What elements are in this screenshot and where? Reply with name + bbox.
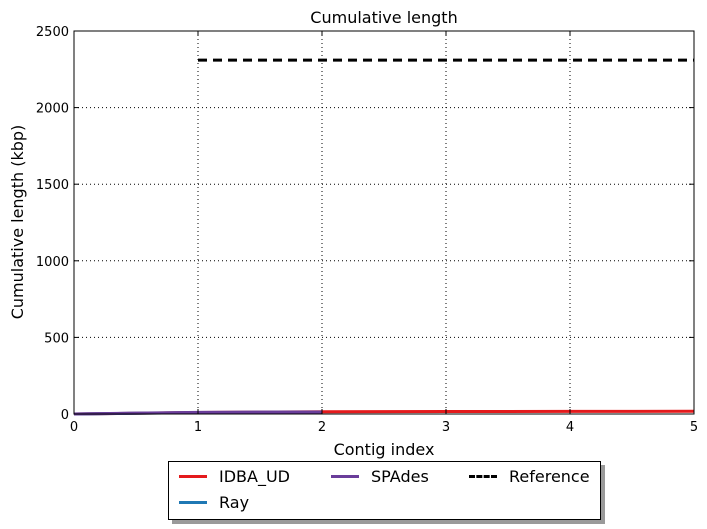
- legend-label-idba-ud: IDBA_UD: [219, 467, 290, 486]
- legend: IDBA_UD Ray SPAdes Reference: [168, 461, 601, 520]
- x-tick-label: 0: [70, 420, 78, 435]
- y-axis-label: Cumulative length (kbp): [8, 125, 27, 320]
- y-tick-label: 2500: [36, 25, 69, 40]
- y-tick-label: 1000: [36, 255, 69, 270]
- grid-lines: [74, 31, 694, 414]
- y-tick-label: 1500: [36, 178, 69, 193]
- x-tick-label: 5: [690, 420, 698, 435]
- legend-swatch-spades: [331, 475, 359, 478]
- x-tick-label: 2: [318, 420, 326, 435]
- y-tick-label: 0: [61, 408, 69, 423]
- x-tick-label: 3: [442, 420, 450, 435]
- y-tick-label: 2000: [36, 102, 69, 117]
- x-axis-label: Contig index: [334, 440, 435, 459]
- chart-title: Cumulative length: [310, 8, 457, 27]
- legend-label-reference: Reference: [509, 467, 590, 486]
- legend-swatch-ray: [179, 501, 207, 504]
- y-tick-label: 500: [44, 331, 69, 346]
- axis-ticks: 0 1 2 3 4 5 0 500 1000 1500 2000 2500: [36, 25, 698, 435]
- legend-swatch-idba-ud: [179, 475, 207, 478]
- legend-item-reference: Reference: [469, 467, 590, 486]
- data-series: [73, 58, 695, 416]
- legend-label-ray: Ray: [219, 493, 250, 512]
- plot-area-frame: [73, 30, 695, 415]
- x-tick-label: 1: [194, 420, 202, 435]
- legend-item-spades: SPAdes: [331, 467, 429, 486]
- legend-label-spades: SPAdes: [371, 467, 429, 486]
- x-tick-label: 4: [566, 420, 574, 435]
- legend-item-ray: Ray: [179, 493, 249, 512]
- legend-swatch-reference: [469, 475, 497, 478]
- legend-item-idba-ud: IDBA_UD: [179, 467, 290, 486]
